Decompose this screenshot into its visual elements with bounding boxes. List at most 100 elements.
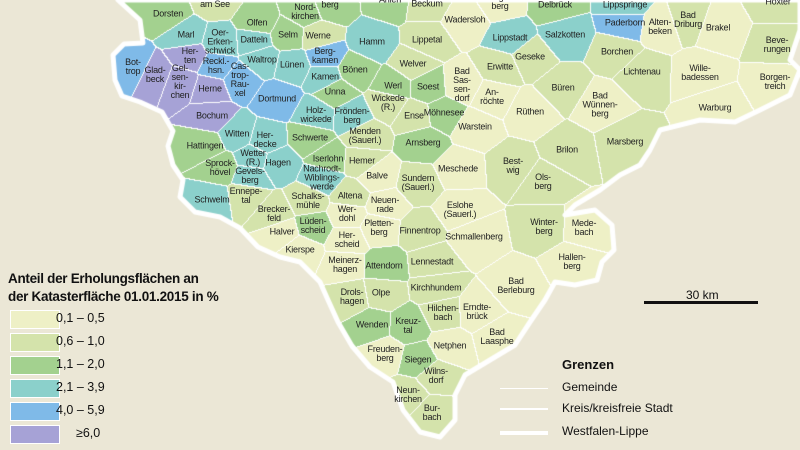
legend-title: Anteil der Erholungsflächen an der Katas… (8, 270, 219, 306)
municipality-label: Schwelm (194, 194, 230, 205)
legend-label: 4,0 – 5,9 (56, 403, 105, 417)
municipality-label: Olpe (371, 287, 391, 298)
municipality-label: Kamen (311, 71, 339, 82)
border-line-kreis (500, 408, 548, 410)
municipality-label: Wetter (R.) (240, 148, 266, 167)
municipality-label: Meschede (438, 163, 478, 174)
municipality-label: Bönen (342, 64, 368, 75)
municipality-label: Iserlohn (312, 153, 344, 164)
border-line-westfalen-lippe (500, 431, 548, 435)
municipality-label: Nachrodt- Wiblings- werde (303, 163, 341, 192)
border-label-gemeinde: Gemeinde (562, 380, 618, 394)
municipality-label: Gel- sen- kir- chen (170, 63, 190, 100)
municipality-label: Marl (177, 29, 195, 40)
municipality-label: Hemer (348, 155, 376, 166)
municipality-label: Sprock- hövel (205, 158, 235, 177)
municipality-label: Ense (404, 110, 424, 121)
municipality-label: Beckum (411, 0, 443, 9)
municipality-label: Paderborn (604, 17, 646, 28)
municipality-label: Bochum (196, 110, 228, 121)
municipality-label: Werne (305, 30, 331, 41)
municipality-label: Wer- dohl (337, 204, 357, 223)
municipality-label: Freuden- berg (367, 344, 403, 363)
legend-swatch (10, 402, 60, 421)
municipality-label: Werl (384, 80, 402, 91)
municipality-label: Soest (416, 81, 440, 92)
legend-swatch (10, 425, 60, 444)
municipality-label: Balve (366, 170, 388, 181)
legend-label: 2,1 – 3,9 (56, 380, 105, 394)
municipality-label: Wilns- dorf (424, 366, 448, 385)
municipality-label: Bad Sas- sen- dorf (453, 66, 471, 103)
municipality-label: Arnsberg (405, 137, 441, 148)
municipality-label: Brilon (556, 144, 578, 155)
municipality-label: Lünen (279, 59, 305, 70)
municipality-label: Borchen (600, 46, 634, 57)
municipality-label: Mede- bach (571, 218, 597, 237)
municipality-label: Bur- bach (422, 403, 442, 422)
municipality-label: Höxter (765, 0, 791, 7)
municipality-label: Datteln (240, 34, 268, 45)
legend-label: 1,1 – 2,0 (56, 357, 105, 371)
municipality-label: Geseke (515, 51, 545, 62)
municipality-label: Berg- kamen (311, 46, 339, 65)
municipality-label: Glad- beck (144, 65, 166, 84)
municipality-label: Welver (399, 58, 427, 69)
municipality-label: Wenden (355, 319, 389, 330)
municipality-label: Hattingen (186, 140, 224, 151)
municipality-label: Olfen (246, 17, 268, 28)
municipality-label: Cas- trop- Rau- xel (230, 61, 250, 98)
municipality-label: Witten (224, 128, 250, 139)
legend-title-line1: Anteil der Erholungsflächen an (8, 271, 199, 286)
municipality-label: Warburg (698, 102, 732, 113)
municipality-label: Oer- Erken- schwick (204, 27, 236, 56)
municipality-label: Bad Driburg (673, 10, 703, 29)
municipality-label: Finnentrop (399, 225, 441, 236)
legend-title-line2: der Katasterfläche 01.01.2015 in % (8, 289, 219, 304)
municipality-label: Bad Berleburg (497, 276, 535, 295)
municipality-label: Erwitte (486, 61, 514, 72)
municipality-label: Unna (324, 86, 346, 97)
municipality-label: Alten- beken (648, 17, 672, 36)
border-label-westfalen-lippe: Westfalen-Lippe (562, 424, 649, 438)
municipality-label: Hallen- berg (558, 252, 586, 271)
legend-swatch (10, 310, 60, 329)
municipality-label: Her- ten (181, 46, 199, 65)
municipality-label: Schmallenberg (445, 231, 503, 242)
municipality-label: Sundern (Sauerl.) (401, 173, 435, 192)
municipality-label: Meinerz- hagen (328, 255, 362, 274)
municipality-label: berg (321, 0, 339, 10)
scale-bar (644, 301, 758, 304)
border-label-kreis: Kreis/kreisfreie Stadt (562, 401, 673, 415)
municipality-label: Dorsten (152, 8, 184, 19)
municipality-label: Ahlen (379, 0, 401, 5)
municipality-label: Dortmund (258, 93, 296, 104)
legend-swatch (10, 379, 60, 398)
municipality-label: Winter- berg (530, 217, 558, 236)
municipality-label: Herne (198, 83, 222, 94)
municipality-label: Nord- kirchen (291, 2, 319, 21)
municipality-label: Kreuz- tal (395, 316, 421, 335)
municipality-label: Gevels- berg (235, 166, 265, 185)
municipality-label: Siegen (404, 354, 432, 365)
municipality-label: Lippspringe (602, 0, 648, 10)
municipality-label: Delbrück (538, 0, 572, 10)
legend-label: ≥6,0 (76, 426, 101, 440)
legend-swatch (10, 333, 60, 352)
municipality-label: Marsberg (606, 136, 644, 147)
municipality-label: Lennestadt (410, 256, 454, 267)
municipality-label: Büren (551, 82, 575, 93)
municipality-label: Kirchhundem (410, 282, 462, 293)
municipality-label: Schwerte (292, 132, 328, 143)
municipality-label: Lichtenau (623, 66, 661, 77)
municipality-label: Beve- rungen (763, 35, 791, 54)
municipality-label: Schalks- mühle (291, 191, 325, 210)
municipality-label: Bot- trop (125, 57, 141, 76)
municipality-label: Borgen- treich (759, 72, 791, 91)
municipality-label: Reckl.- hsn. (202, 56, 230, 75)
municipality-label: Ennepe- tal (229, 186, 263, 205)
municipality-label: Hagen (265, 157, 291, 168)
municipality-label: Kierspe (285, 244, 315, 255)
municipality-label: Haltern am See (200, 0, 230, 9)
